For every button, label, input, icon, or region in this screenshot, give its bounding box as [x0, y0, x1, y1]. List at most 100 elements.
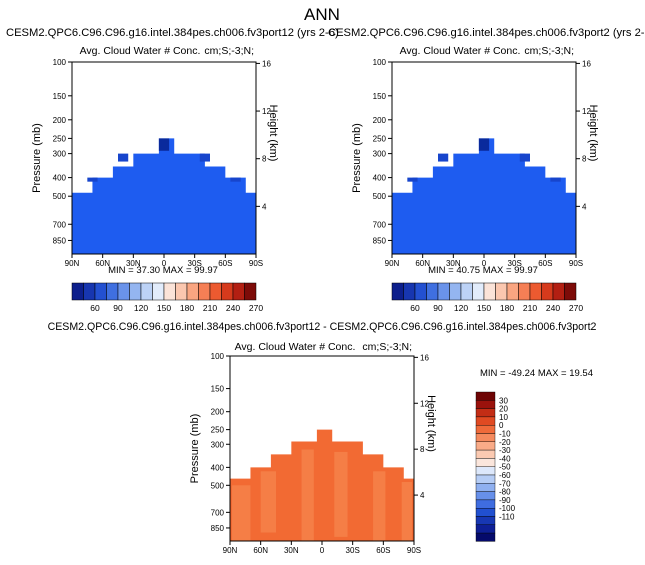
y2-axis-label: Height (km): [587, 105, 599, 162]
y-tick-label: 150: [373, 92, 387, 101]
colorbar-swatch: [475, 441, 496, 451]
y-tick-label: 700: [53, 220, 67, 229]
colorbar-swatch: [209, 282, 222, 301]
y-tick-label: 200: [53, 116, 67, 125]
contour-band: [550, 177, 561, 182]
y-tick-label: 850: [211, 524, 225, 533]
contour-band: [519, 153, 530, 162]
min-max-stats: MIN = 40.75 MAX = 99.97: [428, 265, 538, 276]
x-tick-label: 90N: [385, 259, 400, 268]
colorbar-label: 60: [90, 303, 100, 313]
y2-tick-label: 12: [582, 107, 591, 116]
colorbar-swatch: [163, 282, 176, 301]
panel-subtitle: Avg. Cloud Water # Conc.: [400, 45, 521, 57]
colorbar-label: 210: [523, 303, 537, 313]
colorbar-label: 90: [113, 303, 123, 313]
y-axis-label: Pressure (mb): [31, 123, 43, 193]
x-tick-label: 0: [320, 546, 325, 555]
y2-tick-label: 16: [262, 59, 271, 68]
colorbar-swatch: [437, 282, 450, 301]
colorbar-swatch: [475, 483, 496, 492]
y-tick-label: 850: [53, 236, 67, 245]
y-tick-label: 200: [373, 116, 387, 125]
y-tick-label: 200: [211, 408, 225, 417]
colorbar-control-1: 60 90 120 150 180 210 240 270: [71, 282, 263, 313]
colorbar-swatch: [475, 466, 496, 476]
colorbar-label: 270: [569, 303, 583, 313]
colorbar-label: 240: [546, 303, 560, 313]
colorbar-label: 180: [500, 303, 514, 313]
x-tick-label: 60S: [376, 546, 390, 555]
difference-band: [232, 485, 251, 541]
difference-band: [301, 449, 314, 541]
colorbar-swatch: [71, 282, 84, 301]
colorbar-swatch: [117, 282, 130, 301]
y-tick-label: 300: [53, 150, 67, 159]
x-tick-label: 30S: [188, 259, 202, 268]
x-tick-label: 90N: [65, 259, 80, 268]
colorbar-swatch: [460, 282, 473, 301]
colorbar-swatch: [475, 416, 496, 426]
y-axis-label: Pressure (mb): [351, 123, 363, 193]
colorbar-swatch: [472, 282, 485, 301]
colorbar-swatch: [475, 516, 496, 526]
y-tick-label: 300: [373, 150, 387, 159]
y-tick-label: 500: [211, 481, 225, 490]
colorbar-label: 0: [499, 421, 504, 430]
y2-tick-label: 8: [262, 155, 267, 164]
panel-subtitle: Avg. Cloud Water # Conc.: [80, 45, 201, 57]
colorbar-swatch: [475, 425, 496, 434]
panel-title: CESM2.QPC6.C96.C96.g16.intel.384pes.ch00…: [6, 27, 339, 39]
difference-band: [260, 471, 276, 533]
y-tick-label: 500: [53, 192, 67, 201]
cloud-field: [230, 429, 414, 541]
panel-control-1: CESM2.QPC6.C96.C96.g16.intel.384pes.ch00…: [6, 27, 339, 276]
colorbar-swatch: [449, 282, 462, 301]
contour-band: [407, 177, 418, 182]
colorbar-swatch: [518, 282, 531, 301]
y-tick-label: 100: [53, 58, 67, 67]
colorbar-swatch: [475, 508, 496, 517]
y-tick-label: 400: [53, 174, 67, 183]
colorbar-label: 120: [134, 303, 148, 313]
colorbar-label: -10: [499, 430, 511, 439]
contour-band: [199, 153, 210, 162]
y-tick-label: 250: [373, 134, 387, 143]
colorbar-label: 150: [157, 303, 171, 313]
y-tick-label: 250: [211, 426, 225, 435]
difference-band: [373, 471, 386, 541]
x-tick-label: 30N: [126, 259, 141, 268]
colorbar-swatch: [475, 458, 496, 467]
colorbar-swatch: [198, 282, 211, 301]
y2-axis-label: Height (km): [267, 105, 279, 162]
x-tick-label: 0: [162, 259, 167, 268]
y2-tick-label: 12: [420, 399, 429, 408]
y-tick-label: 700: [211, 508, 225, 517]
panel-difference: CESM2.QPC6.C96.C96.g16.intel.384pes.ch00…: [48, 321, 597, 555]
colorbar-label: -20: [499, 438, 511, 447]
y-axis-label: Pressure (mb): [189, 414, 201, 484]
colorbar-label: 120: [454, 303, 468, 313]
colorbar-swatch: [94, 282, 107, 301]
y-tick-label: 300: [211, 440, 225, 449]
y-tick-label: 100: [373, 58, 387, 67]
panel-units: cm;S;-3;N;: [362, 341, 412, 353]
cloud-field: [392, 138, 576, 254]
colorbar-swatch: [221, 282, 234, 301]
y2-tick-label: 4: [262, 202, 267, 211]
colorbar-label: 30: [499, 396, 508, 405]
colorbar-swatch: [475, 499, 496, 509]
panel-units: cm;S;-3;N;: [524, 45, 574, 57]
colorbar-label: -100: [499, 504, 516, 513]
colorbar-swatch: [475, 532, 496, 542]
x-tick-label: 60N: [95, 259, 110, 268]
colorbar-swatch: [475, 491, 496, 501]
colorbar-label: -50: [499, 463, 511, 472]
colorbar-swatch: [244, 282, 257, 301]
figure-title: ANN: [304, 5, 340, 24]
colorbar-label: -70: [499, 479, 511, 488]
y2-tick-label: 16: [582, 59, 591, 68]
colorbar-swatch: [475, 433, 496, 443]
colorbar-label: -40: [499, 454, 511, 463]
colorbar-swatch: [152, 282, 165, 301]
